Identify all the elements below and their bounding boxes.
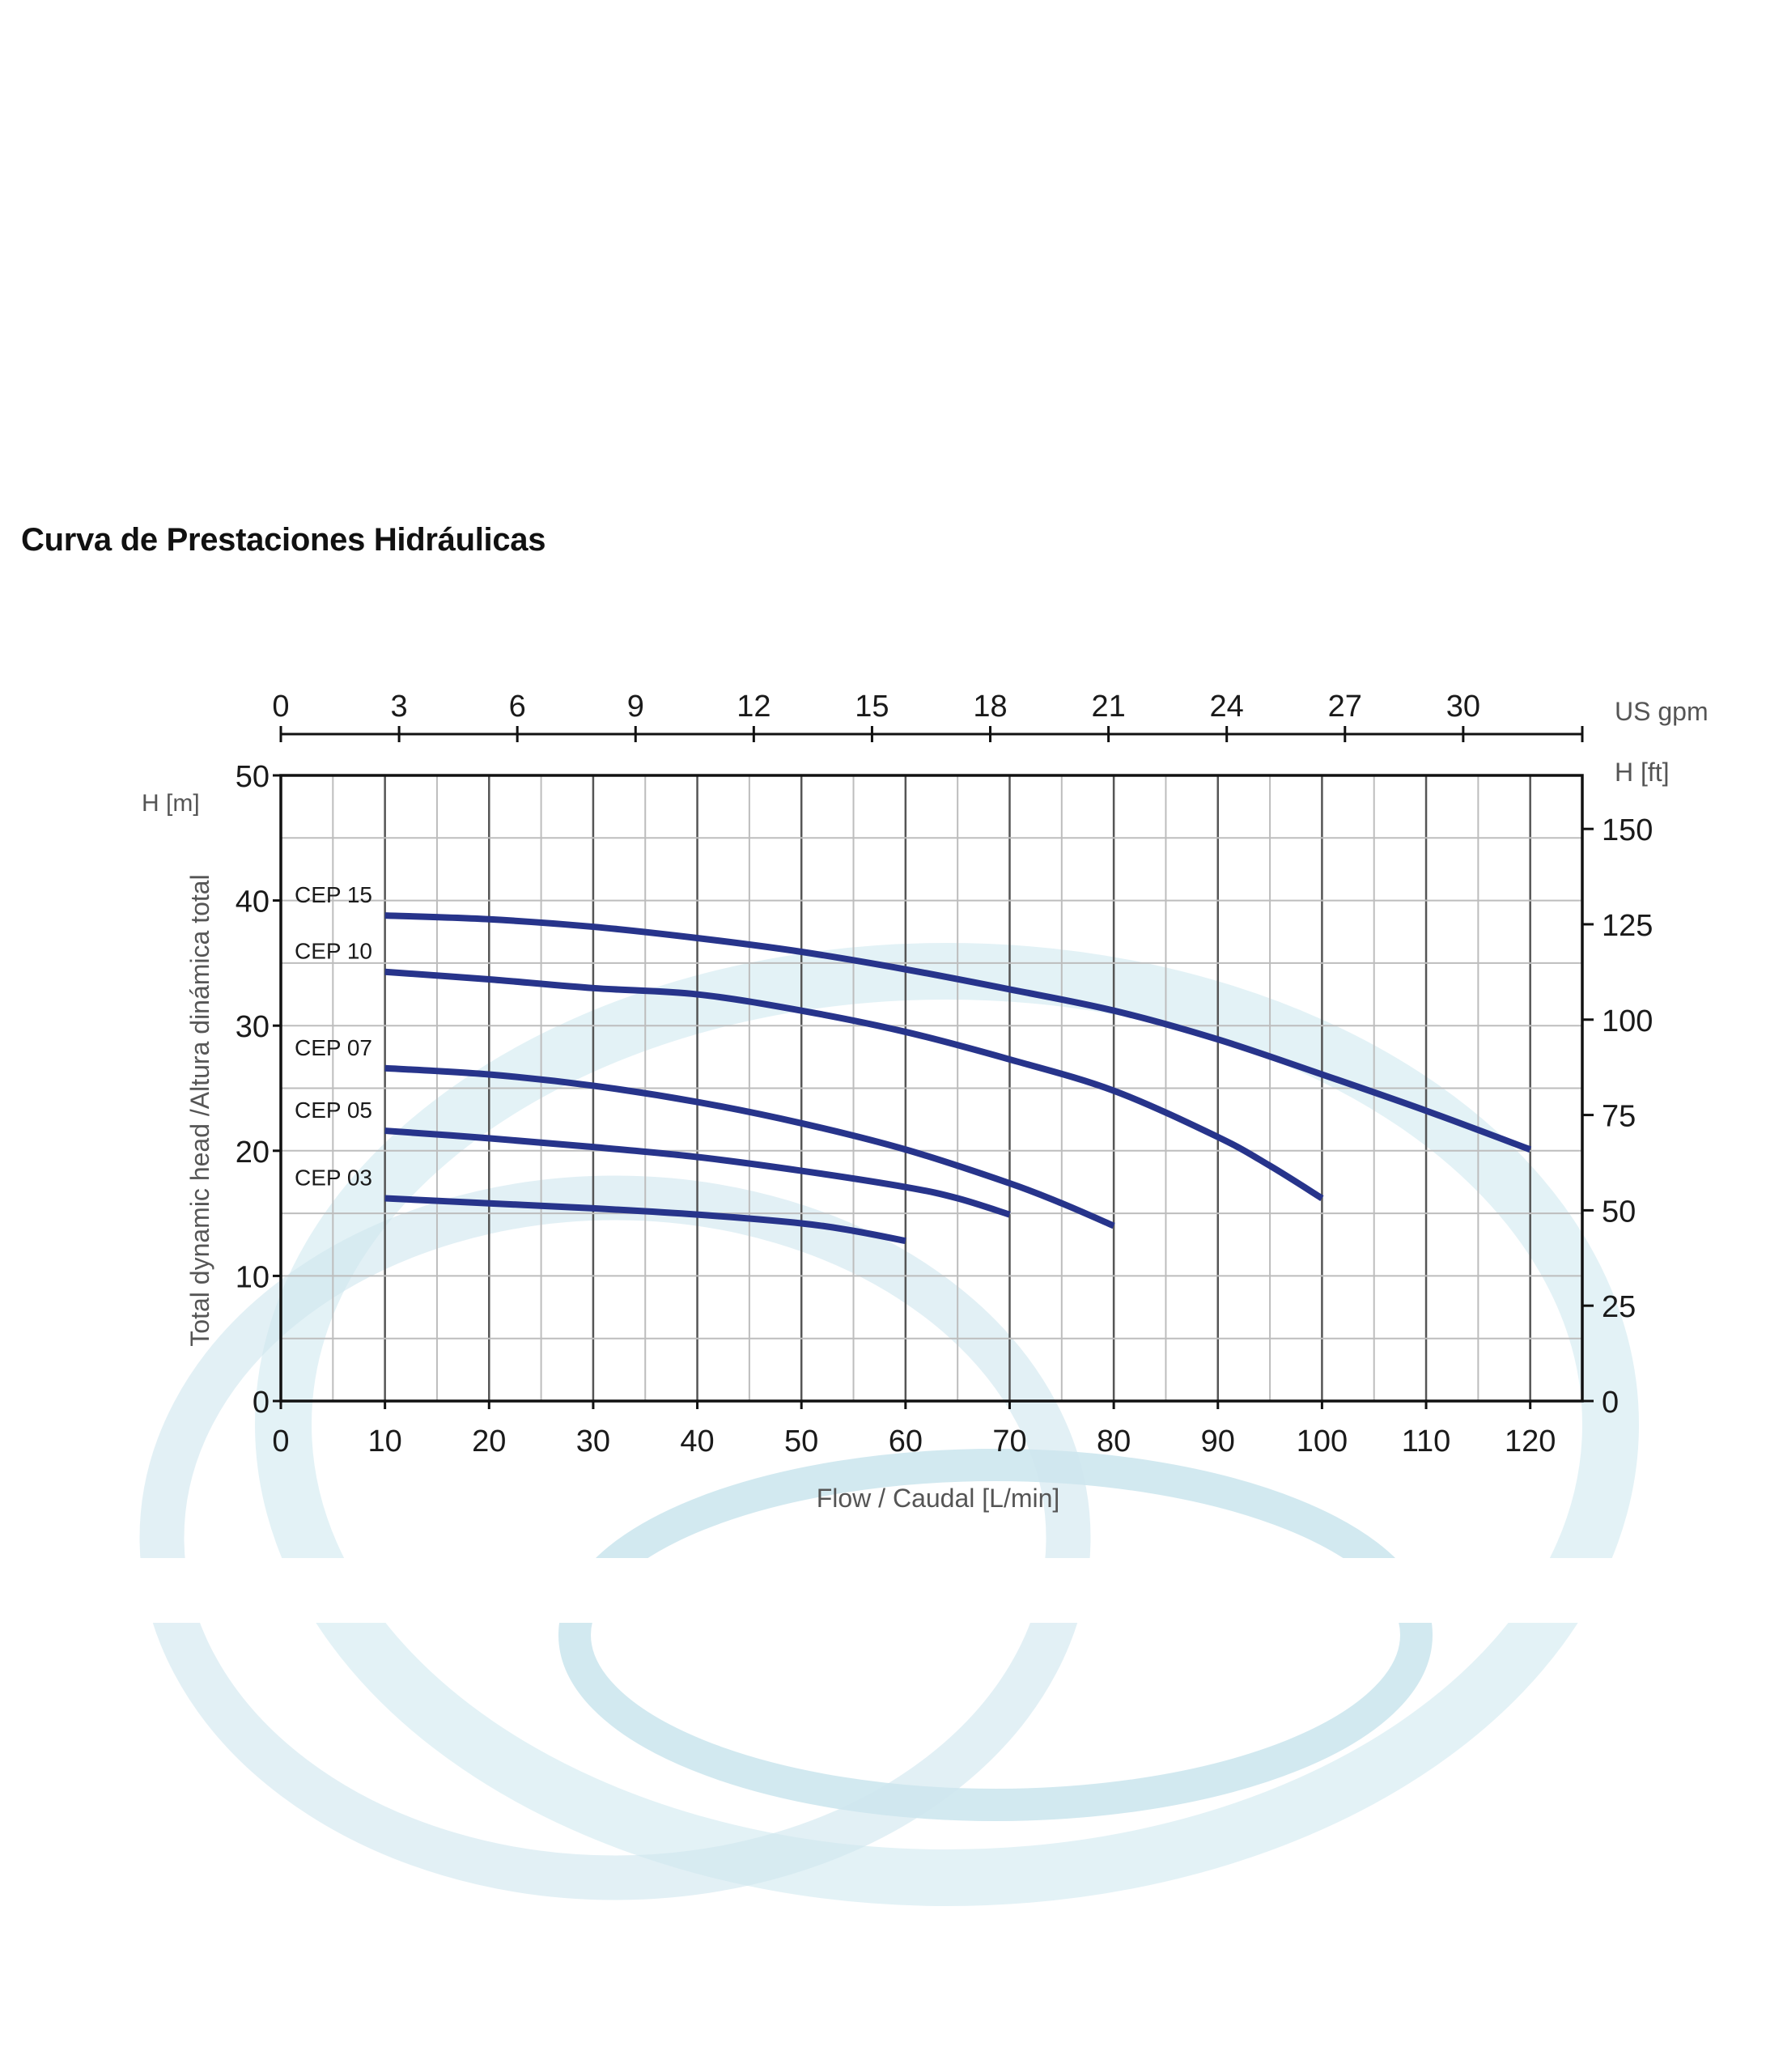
series-line-cep-10 [384, 968, 1324, 1201]
y2-tick-label: 0 [1602, 1386, 1619, 1420]
background-swirl [0, 943, 1783, 1906]
y2-tick-label: 50 [1602, 1195, 1636, 1229]
x2-tick-label: 18 [973, 690, 1007, 724]
x2-tick-label: 6 [509, 690, 526, 724]
y-tick-label: 0 [253, 1386, 270, 1420]
series-label-cep-07: CEP 07 [295, 1035, 372, 1060]
x-tick-label: 100 [1297, 1424, 1348, 1458]
x-tick-label: 20 [472, 1424, 506, 1458]
x-tick-label: 120 [1505, 1424, 1556, 1458]
y2-tick-label: 75 [1602, 1100, 1636, 1134]
x2-tick-label: 27 [1328, 690, 1362, 724]
y-unit-label: H [m] [142, 790, 200, 817]
y2-unit-label: H [ft] [1615, 758, 1670, 787]
x2-unit-label: US gpm [1615, 697, 1709, 726]
x-tick-label: 40 [680, 1424, 714, 1458]
series-label-cep-03: CEP 03 [295, 1166, 372, 1191]
y-tick-label: 10 [236, 1260, 270, 1294]
x2-tick-label: 15 [855, 690, 889, 724]
page-title: Curva de Prestaciones Hidráulicas [21, 522, 546, 558]
y2-tick-label: 100 [1602, 1004, 1653, 1038]
x-tick-label: 50 [784, 1424, 818, 1458]
x2-tick-label: 0 [272, 690, 289, 724]
x-tick-label: 30 [576, 1424, 610, 1458]
x2-tick-label: 24 [1210, 690, 1244, 724]
y-tick-label: 30 [236, 1010, 270, 1044]
series-line-cep-07 [384, 1064, 1115, 1229]
x-tick-label: 10 [367, 1424, 401, 1458]
x-tick-label: 80 [1097, 1424, 1131, 1458]
x-tick-label: 70 [992, 1424, 1026, 1458]
y-tick-label: 20 [236, 1136, 270, 1170]
x2-tick-label: 3 [391, 690, 408, 724]
series-line-cep-03 [384, 1195, 906, 1245]
y2-tick-label: 150 [1602, 813, 1653, 847]
series-label-cep-05: CEP 05 [295, 1098, 372, 1123]
series-line-cep-05 [384, 1127, 1011, 1218]
y-tick-label: 40 [236, 885, 270, 919]
x2-tick-label: 12 [737, 690, 771, 724]
y-axis-title: Total dynamic head /Altura dinámica tota… [185, 874, 214, 1346]
x-axis-title: Flow / Caudal [L/min] [817, 1484, 1060, 1513]
series-label-cep-15: CEP 15 [295, 882, 372, 907]
x-tick-label: 90 [1201, 1424, 1235, 1458]
y2-tick-label: 25 [1602, 1290, 1636, 1324]
series-label-cep-10: CEP 10 [295, 939, 372, 964]
plot-frame [279, 774, 1584, 1403]
x2-tick-label: 21 [1091, 690, 1125, 724]
series-line-cep-15 [384, 912, 1532, 1153]
x2-tick-label: 9 [627, 690, 644, 724]
x-tick-label: 110 [1402, 1424, 1451, 1458]
y-tick-label: 50 [236, 760, 270, 794]
x-tick-label: 0 [272, 1424, 289, 1458]
y2-tick-label: 125 [1602, 909, 1653, 943]
x-tick-label: 60 [889, 1424, 923, 1458]
x2-tick-label: 30 [1446, 690, 1480, 724]
